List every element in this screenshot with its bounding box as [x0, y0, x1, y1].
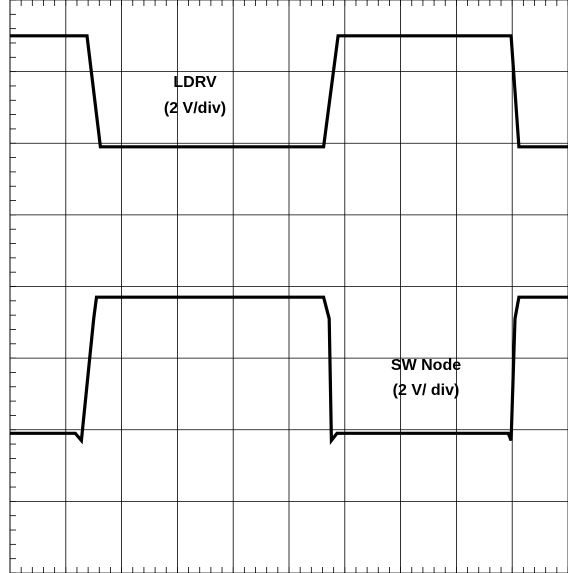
- ldrv-label: LDRV: [173, 74, 217, 91]
- traces: [10, 34, 568, 446]
- ldrv-scale-label: (2 V/div): [164, 100, 226, 117]
- sw-node-label: SW Node: [391, 357, 461, 374]
- sw-node-trace: [10, 295, 568, 446]
- sw-node-scale-label: (2 V/ div): [393, 382, 460, 399]
- ldrv-trace: [10, 34, 568, 149]
- minor-ticks: [9, 0, 568, 573]
